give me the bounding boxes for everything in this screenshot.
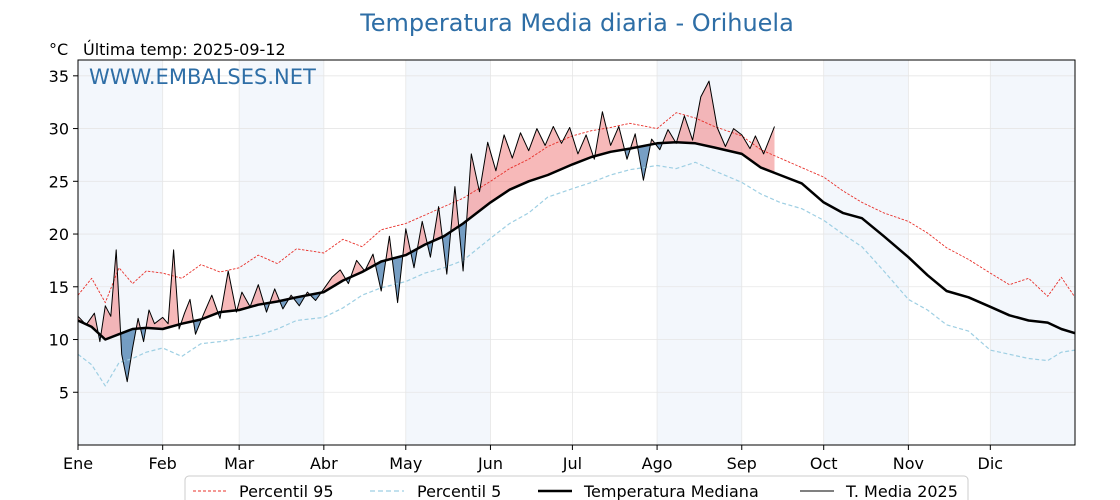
anomaly-fills [78,81,775,382]
below-median-fill-6 [120,328,137,382]
x-tick-label-abr: Abr [310,454,338,473]
month-shade-dic [990,60,1075,445]
below-median-fill-46 [637,144,651,181]
x-tick-label-may: May [389,454,422,473]
above-median-fill-33 [402,228,411,256]
plot-frame [77,59,1076,446]
y-tick-label-10: 10 [49,331,69,350]
y-tick-label-15: 15 [49,278,69,297]
legend-label-current: T. Media 2025 [845,482,958,500]
above-median-fill-43 [594,111,625,157]
above-median-fill-41 [466,126,594,221]
x-tick-label-sep: Sep [727,454,757,473]
y-tick-label-5: 5 [59,383,69,402]
series-lines [77,80,1076,387]
series-line-median [77,141,1076,341]
above-median-fill-19 [269,288,280,303]
y-tick-label-25: 25 [49,172,69,191]
x-tick-label-oct: Oct [810,454,838,473]
below-median-fill-44 [624,148,631,160]
x-tick-label-mar: Mar [224,454,255,473]
below-median-fill-38 [442,231,451,275]
legend: Percentil 95 Percentil 5 Temperatura Med… [184,475,969,500]
above-median-fill-31 [385,236,393,261]
month-shade-oct [823,60,909,445]
below-median-fill-30 [375,260,386,291]
above-median-fill-49 [662,129,676,143]
above-median-fill-39 [450,186,459,232]
below-median-fill-34 [410,248,418,268]
above-median-fill-25 [321,269,346,293]
last-temp-label: Última temp: 2025-09-12 [83,40,286,59]
x-tick-label-ene: Ene [63,454,93,473]
watermark: WWW.EMBALSES.NET [89,65,316,89]
below-median-fill-48 [655,143,663,150]
above-median-fill-11 [180,299,194,324]
chart-title: Temperatura Media diaria - Orihuela [359,9,794,37]
series-line-p5 [77,161,1076,387]
above-median-fill-27 [350,260,365,277]
above-median-fill-5 [100,249,121,340]
above-median-fill-51 [676,81,775,173]
y-tick-label-35: 35 [49,67,69,86]
below-median-fill-8 [140,327,146,342]
month-shade-mar [239,60,324,445]
above-median-fill-7 [136,318,141,329]
x-tick-label-jul: Jul [562,454,582,473]
x-tick-label-dic: Dic [978,454,1004,473]
above-median-fill-29 [365,254,376,271]
legend-label-p95: Percentil 95 [239,482,334,500]
series-line-current [77,80,775,383]
grid-lines [77,60,1075,445]
legend-label-median: Temperatura Mediana [583,482,759,500]
y-tick-label-30: 30 [49,120,69,139]
x-tick-label-ago: Ago [642,454,673,473]
below-median-fill-36 [427,241,433,258]
y-tick-label-20: 20 [49,225,69,244]
above-median-fill-37 [433,206,443,241]
above-median-fill-35 [417,221,428,249]
below-median-fill-32 [392,255,403,303]
month-shade-ene [78,60,163,445]
x-axis-ticks: Ene Feb Mar Abr May Jun Jul Ago Sep Oct Nov Dic [63,445,1003,473]
unit-label: °C [49,40,68,59]
below-median-fill-18 [264,302,270,313]
x-tick-label-jun: Jun [477,454,503,473]
below-median-fill-40 [458,220,467,271]
month-shading [78,60,1075,445]
above-median-fill-9 [145,249,179,329]
y-axis-ticks: 5 10 15 20 25 30 35 [49,67,78,402]
legend-label-p5: Percentil 5 [417,482,501,500]
legend-box [184,475,969,500]
x-tick-label-nov: Nov [893,454,924,473]
above-median-fill-15 [221,271,237,312]
x-tick-label-feb: Feb [149,454,177,473]
